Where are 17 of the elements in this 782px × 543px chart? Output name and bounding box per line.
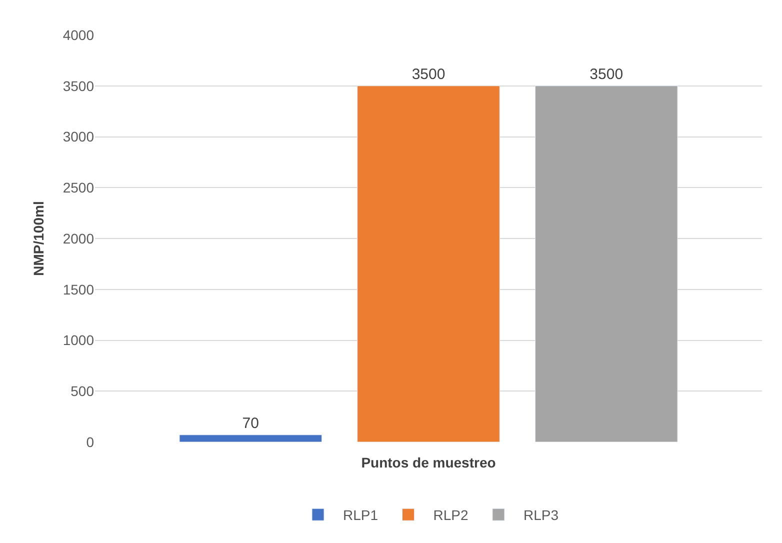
data-label: 70 <box>242 414 259 432</box>
y-tick-label: 3500 <box>62 78 94 94</box>
data-label: 3500 <box>590 66 624 83</box>
y-tick-label: 2500 <box>62 180 94 196</box>
y-axis-title: NMP/100ml <box>30 201 46 276</box>
y-tick-label: 1500 <box>62 281 94 298</box>
data-label: 3500 <box>412 66 446 83</box>
legend-label: RLP3 <box>523 507 559 524</box>
y-tick-label: 500 <box>70 383 94 400</box>
y-tick-label: 4000 <box>62 26 94 43</box>
legend-label: RLP1 <box>343 507 378 524</box>
x-axis-title: Puntos de muestreo <box>361 454 496 470</box>
y-tick-label: 2000 <box>62 230 94 246</box>
y-tick-label: 1000 <box>62 332 94 348</box>
legend-label: RLP2 <box>433 507 468 524</box>
y-tick-label: 3000 <box>62 128 94 145</box>
y-tick-label: 0 <box>86 434 94 450</box>
